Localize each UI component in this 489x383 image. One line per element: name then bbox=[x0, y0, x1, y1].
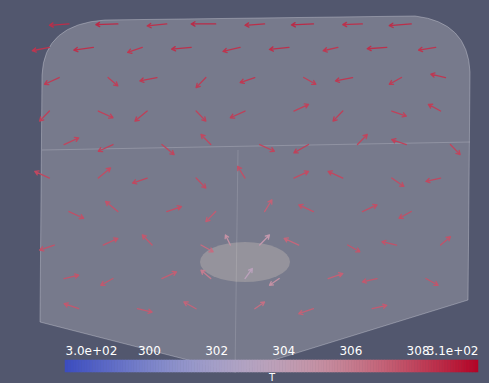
svg-text:T: T bbox=[268, 372, 276, 383]
svg-text:304: 304 bbox=[272, 344, 295, 358]
svg-text:3.0e+02: 3.0e+02 bbox=[66, 344, 118, 358]
svg-text:302: 302 bbox=[205, 344, 228, 358]
svg-text:306: 306 bbox=[339, 344, 362, 358]
svg-text:300: 300 bbox=[138, 344, 161, 358]
svg-text:3.1e+02: 3.1e+02 bbox=[427, 344, 479, 358]
svg-text:308: 308 bbox=[406, 343, 430, 358]
